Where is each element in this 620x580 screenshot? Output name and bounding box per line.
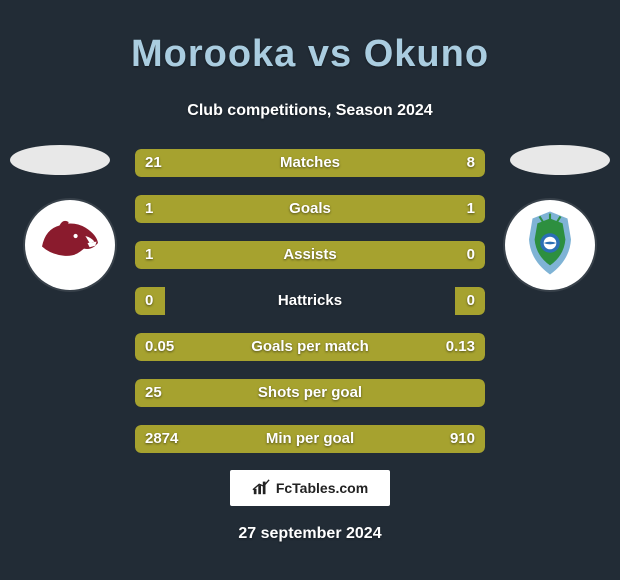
shonan-crest-icon bbox=[520, 208, 580, 283]
comparison-label: Matches bbox=[135, 149, 485, 177]
comparison-label: Min per goal bbox=[135, 425, 485, 453]
page-subtitle: Club competitions, Season 2024 bbox=[0, 102, 620, 120]
chart-icon bbox=[252, 478, 270, 499]
comparison-label: Shots per goal bbox=[135, 379, 485, 407]
comparison-row: 218Matches bbox=[135, 149, 485, 177]
comparison-row: 00Hattricks bbox=[135, 287, 485, 315]
comparison-label: Goals bbox=[135, 195, 485, 223]
footer-date: 27 september 2024 bbox=[0, 525, 620, 543]
comparison-label: Goals per match bbox=[135, 333, 485, 361]
comparison-label: Hattricks bbox=[135, 287, 485, 315]
brand-badge[interactable]: FcTables.com bbox=[230, 470, 390, 506]
left-club-badge bbox=[25, 200, 115, 290]
coyote-icon bbox=[35, 208, 105, 283]
comparison-row: 25Shots per goal bbox=[135, 379, 485, 407]
right-club-badge bbox=[505, 200, 595, 290]
left-player-flag bbox=[10, 145, 110, 175]
comparison-row: 10Assists bbox=[135, 241, 485, 269]
comparison-row: 0.050.13Goals per match bbox=[135, 333, 485, 361]
right-player-flag bbox=[510, 145, 610, 175]
page-title: Morooka vs Okuno bbox=[0, 25, 620, 76]
comparison-bars: 218Matches 11Goals 10Assists 00Hattricks 0.0… bbox=[135, 149, 485, 471]
brand-text: FcTables.com bbox=[276, 480, 368, 496]
page-root: Morooka vs Okuno Club competitions, Seas… bbox=[0, 25, 620, 580]
comparison-label: Assists bbox=[135, 241, 485, 269]
comparison-row: 2874910Min per goal bbox=[135, 425, 485, 453]
comparison-row: 11Goals bbox=[135, 195, 485, 223]
